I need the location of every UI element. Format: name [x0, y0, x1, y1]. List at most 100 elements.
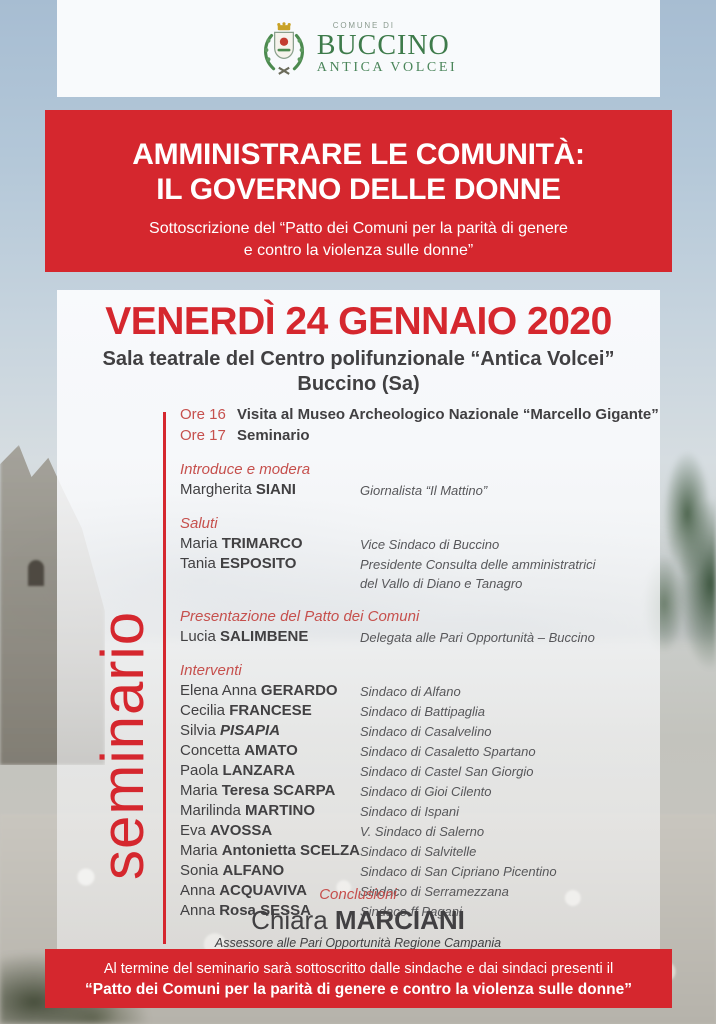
speaker-firstname: Marilinda: [180, 802, 241, 819]
event-title-line2: IL GOVERNO DELLE DONNE: [156, 173, 561, 206]
event-subtitle-line2: e contro la violenza sulle donne”: [243, 242, 474, 259]
speaker-name: Anna Rosa SESSA: [180, 901, 360, 921]
speaker-firstname: Anna: [180, 882, 216, 899]
program: Ore 16 Visita al Museo Archeologico Nazi…: [180, 404, 659, 921]
speaker-row: Eva AVOSSA V. Sindaco di Salerno: [180, 821, 646, 841]
speaker-surname: Rosa SESSA: [219, 902, 311, 919]
speaker-name: Anna ACQUAVIVA: [180, 881, 360, 901]
speaker-surname: LANZARA: [222, 762, 296, 779]
section-heading-intro: Introduce e modera: [180, 461, 311, 478]
speaker-role: Sindaco di San Cipriano Picentino: [360, 861, 646, 881]
speaker-role-line1: Sindaco di Ispani: [360, 804, 460, 819]
speaker-row: Concetta AMATO Sindaco di Casaletto Spar…: [180, 741, 646, 761]
venue-line1: Sala teatrale del Centro polifunzionale …: [102, 348, 615, 370]
vertical-divider-rule: [163, 412, 166, 944]
speaker-surname: ACQUAVIVA: [219, 882, 307, 899]
speaker-role-line1: Sindaco di Serramezzana: [360, 884, 509, 899]
speaker-surname: ALFANO: [222, 862, 285, 879]
speaker-firstname: Sonia: [180, 862, 219, 879]
speaker-firstname: Lucia: [180, 628, 216, 645]
schedule-time: Ore 17: [180, 427, 226, 444]
comune-di-label: COMUNE DI: [332, 21, 395, 30]
speaker-role-line1: Delegata alle Pari Opportunità – Buccino: [360, 630, 595, 645]
section-rows-saluti: Maria TRIMARCO Vice Sindaco di Buccino T…: [180, 534, 646, 593]
speaker-role: Sindaco di Alfano: [360, 681, 646, 701]
section-rows-patto: Lucia SALIMBENE Delegata alle Pari Oppor…: [180, 627, 646, 647]
speaker-role: Sindaco di Castel San Giorgio: [360, 761, 646, 781]
schedule-time: Ore 16: [180, 406, 226, 423]
speaker-role: Sindaco di Gioi Cilento: [360, 781, 646, 801]
speaker-row: Anna Rosa SESSA Sindaco ff Pagani: [180, 901, 646, 921]
footer-banner: Al termine del seminario sarà sottoscrit…: [45, 949, 672, 1008]
speaker-role: Sindaco di Salvitelle: [360, 841, 646, 861]
speaker-name: Concetta AMATO: [180, 741, 360, 761]
speaker-firstname: Elena Anna: [180, 682, 257, 699]
speaker-role-line1: Sindaco di Salvitelle: [360, 844, 477, 859]
section-rows-intro: Margherita SIANI Giornalista “Il Mattino…: [180, 480, 646, 500]
section-rows-interventi: Elena Anna GERARDO Sindaco di Alfano Cec…: [180, 681, 646, 921]
speaker-role-line1: Sindaco ff Pagani: [360, 904, 462, 919]
speaker-role-line1: Sindaco di San Cipriano Picentino: [360, 864, 557, 879]
footer-line2: “Patto dei Comuni per la parità di gener…: [85, 981, 632, 998]
schedule-activity: Visita al Museo Archeologico Nazionale “…: [237, 406, 659, 423]
speaker-name: Maria Antonietta SCELZA: [180, 841, 360, 861]
speaker-row: Paola LANZARA Sindaco di Castel San Gior…: [180, 761, 646, 781]
speaker-surname: SIANI: [255, 481, 296, 498]
speaker-role: Sindaco di Ispani: [360, 801, 646, 821]
section-heading-patto: Presentazione del Patto dei Comuni: [180, 608, 420, 625]
speaker-role-line1: Sindaco di Castel San Giorgio: [360, 764, 534, 779]
speaker-row: Anna ACQUAVIVA Sindaco di Serramezzana: [180, 881, 646, 901]
speaker-row: Maria Teresa SCARPA Sindaco di Gioi Cile…: [180, 781, 646, 801]
speaker-row: Silvia PISAPIA Sindaco di Casalvelino: [180, 721, 646, 741]
speaker-firstname: Margherita: [180, 481, 252, 498]
date-block: VENERDÌ 24 GENNAIO 2020 Sala teatrale de…: [57, 300, 660, 397]
speaker-role: Sindaco di Battipaglia: [360, 701, 646, 721]
conclusions-surname: MARCIANI: [334, 905, 465, 935]
speaker-role: Delegata alle Pari Opportunità – Buccino: [360, 627, 646, 647]
speaker-row: Maria TRIMARCO Vice Sindaco di Buccino: [180, 534, 646, 554]
conclusions-block: Conclusioni Chiara MARCIANI Assessore al…: [128, 886, 588, 951]
speaker-surname: AMATO: [244, 742, 298, 759]
event-subtitle-line1: Sottoscrizione del “Patto dei Comuni per…: [149, 220, 568, 237]
speaker-row: Sonia ALFANO Sindaco di San Cipriano Pic…: [180, 861, 646, 881]
speaker-name: Silvia PISAPIA: [180, 721, 360, 741]
title-banner: AMMINISTRARE LE COMUNITÀ: IL GOVERNO DEL…: [45, 110, 672, 272]
schedule: Ore 16 Visita al Museo Archeologico Nazi…: [180, 404, 659, 446]
section-heading-interventi: Interventi: [180, 662, 242, 679]
municipality-name: BUCCINO: [316, 30, 450, 61]
speaker-name: Marilinda MARTINO: [180, 801, 360, 821]
speaker-surname: MARTINO: [245, 802, 316, 819]
speaker-firstname: Concetta: [180, 742, 241, 759]
speaker-surname: ESPOSITO: [220, 555, 297, 572]
municipality-subtitle: ANTICA VOLCEI: [316, 60, 458, 75]
speaker-firstname: Cecilia: [180, 702, 226, 719]
schedule-activity: Seminario: [237, 427, 310, 444]
schedule-row: Ore 17 Seminario: [180, 425, 646, 446]
speaker-surname: AVOSSA: [210, 822, 273, 839]
speaker-role-line1: Sindaco di Alfano: [360, 684, 461, 699]
footer-line1: Al termine del seminario sarà sottoscrit…: [103, 961, 614, 977]
speaker-firstname: Maria: [180, 782, 218, 799]
speaker-row: Tania ESPOSITO Presidente Consulta delle…: [180, 554, 646, 593]
speaker-name: Lucia SALIMBENE: [180, 627, 360, 647]
speaker-firstname: Maria: [180, 535, 218, 552]
speaker-role: Presidente Consulta delle amministratric…: [360, 554, 646, 593]
seminario-vertical-label: seminario: [89, 610, 156, 880]
speaker-role-line1: Giornalista “Il Mattino”: [360, 483, 488, 498]
speaker-role: Sindaco di Casaletto Spartano: [360, 741, 646, 761]
speaker-name: Sonia ALFANO: [180, 861, 360, 881]
speaker-name: Tania ESPOSITO: [180, 554, 360, 574]
speaker-row: Cecilia FRANCESE Sindaco di Battipaglia: [180, 701, 646, 721]
municipal-coat-of-arms-icon: [263, 21, 304, 75]
speaker-surname: TRIMARCO: [221, 535, 303, 552]
speaker-firstname: Maria: [180, 842, 218, 859]
conclusions-heading: Conclusioni: [319, 886, 397, 903]
speaker-surname: FRANCESE: [229, 702, 312, 719]
speaker-firstname: Tania: [180, 555, 216, 572]
speaker-role-line1: Sindaco di Battipaglia: [360, 704, 486, 719]
speaker-role: Vice Sindaco di Buccino: [360, 534, 646, 554]
speaker-role-line1: V. Sindaco di Salerno: [360, 824, 485, 839]
venue-line2: Buccino (Sa): [297, 373, 420, 395]
content-panel: [57, 290, 660, 958]
